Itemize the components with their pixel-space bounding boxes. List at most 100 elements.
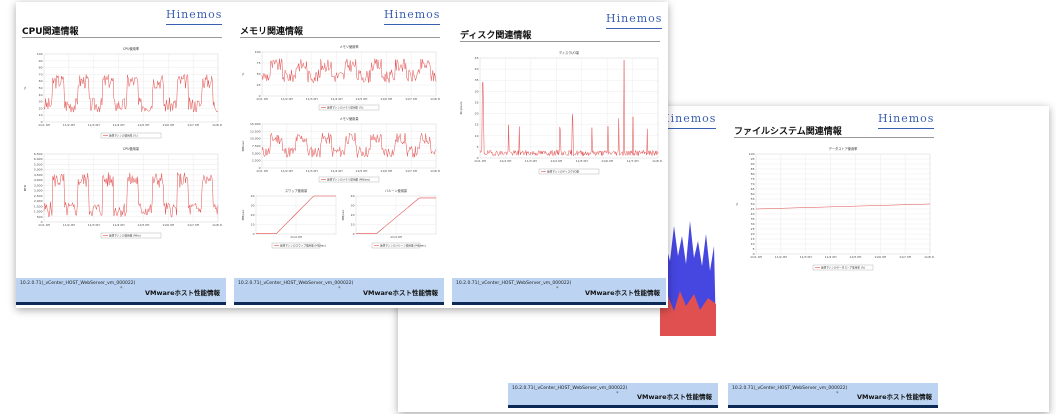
footer-report-title: VMwareホスト性能情報	[144, 289, 220, 297]
x-tick-label: 11/7 0H	[405, 97, 417, 101]
x-tick-label: 11/6 0H	[380, 97, 392, 101]
x-tick-label: 11/2 0H	[281, 169, 293, 173]
report-footer: 10.2.0.71(_vCenter_HOST_WebServer_vm_000…	[452, 278, 666, 305]
y-tick-label: 45	[475, 56, 479, 60]
y-tick-label: 35	[475, 78, 479, 82]
y-tick-label: 5,000	[34, 168, 43, 172]
y-tick-label: 2,000	[34, 199, 43, 203]
footer-host: 10.2.0.71(_vCenter_HOST_WebServer_vm_000…	[732, 386, 848, 391]
footer-report-title: VMwareホスト性能情報	[636, 393, 712, 401]
footer-host: 10.2.0.71(_vCenter_HOST_WebServer_vm_000…	[238, 281, 354, 286]
brand-logo: Hinemos	[660, 112, 717, 125]
y-tick-label: 0	[353, 232, 355, 236]
series-line	[755, 203, 931, 210]
chart-title: バルーン使用量	[385, 188, 408, 193]
memory-usage-amount-chart: メモリ使用量 0 2,500 5,000 7,500 10,000 12,500 15,000…	[241, 116, 440, 183]
footer-host: 10.2.0.71(_vCenter_HOST_WebServer_vm_000…	[20, 281, 136, 286]
y-tick-label: 40	[251, 194, 255, 198]
footer-report-title: VMwareホスト性能情報	[362, 289, 438, 297]
chart-title: CPU使用率	[123, 46, 140, 51]
x-tick-label: 11/1 0H	[38, 223, 50, 227]
balloon-usage-chart: バルーン使用量 0 10 20 30 40 11/4 0H MB/sec 仮想マシンのバルーン使…	[341, 188, 437, 249]
y-tick-label: 30	[751, 222, 755, 226]
y-tick-label: 50	[257, 72, 261, 76]
series-line	[261, 132, 437, 158]
y-axis-label: MB/sec	[241, 140, 245, 151]
y-tick-label: 10	[475, 134, 479, 138]
x-tick-label: 11/8 0H	[430, 169, 440, 173]
y-axis-label: MB/sec	[241, 209, 245, 220]
series-line	[479, 60, 659, 157]
y-tick-label: 5	[753, 247, 755, 251]
y-tick-label: 7,500	[252, 144, 261, 148]
y-axis-label: MHz	[23, 184, 27, 191]
x-tick-label: 11/4 0H	[331, 169, 343, 173]
x-tick-label: 11/7 0H	[187, 123, 199, 127]
y-tick-label: 80	[39, 66, 43, 70]
legend-entry: 仮想マシンのデータストア使用率 (%)	[821, 266, 865, 270]
y-tick-label: 25	[751, 227, 755, 231]
disk-io-chart: ディスクI/O量 0 5 10 15 20 25 30 35 40 45 11/1 0H 11/2 0H…	[459, 50, 662, 175]
page-title: ディスク関連情報	[460, 31, 532, 41]
x-tick-label: 11/6 0H	[601, 159, 613, 163]
footer-report-title: VMwareホスト性能情報	[584, 289, 660, 297]
x-tick-label: 11/5 0H	[849, 255, 861, 259]
legend-entry: 仮想マシンのメモリ使用量 (MB/sec)	[327, 178, 370, 182]
y-tick-label: 40	[475, 67, 479, 71]
back-page-left: Hinemos	[660, 106, 720, 412]
legend-entry: 仮想マシンのディスクI/O量	[547, 170, 579, 174]
footer-page-mark: *	[338, 286, 341, 292]
x-tick-label: 11/8 0H	[430, 97, 440, 101]
x-tick-label: 11/4 0H	[113, 123, 125, 127]
y-tick-label: 100	[255, 50, 261, 54]
x-tick-label: 11/8 0H	[924, 255, 934, 259]
x-tick-label: 11/1 0H	[750, 255, 762, 259]
y-tick-label: 5	[477, 145, 479, 149]
page-title: ファイルシステム関連情報	[734, 127, 842, 137]
y-tick-label: 30	[351, 204, 355, 208]
x-tick-label: 11/7 0H	[187, 223, 199, 227]
y-tick-label: 100	[749, 152, 755, 156]
page-title: CPU関連情報	[22, 27, 79, 37]
y-tick-label: 70	[39, 72, 43, 76]
x-tick-label: 11/4 0H	[290, 235, 302, 239]
x-tick-label: 11/1 0H	[256, 169, 268, 173]
y-tick-label: 90	[751, 162, 755, 166]
brand-logo: Hinemos	[166, 8, 223, 21]
x-tick-label: 11/5 0H	[137, 123, 149, 127]
footer-page-mark: *	[836, 391, 839, 397]
x-tick-label: 11/4 0H	[331, 97, 343, 101]
y-tick-label: 15	[751, 237, 755, 241]
x-tick-label: 11/3 0H	[306, 97, 318, 101]
y-tick-label: 6,500	[34, 152, 43, 156]
y-tick-label: 60	[39, 79, 43, 83]
chart-legend: 仮想マシンの使用量 (MHz)	[100, 232, 162, 239]
y-tick-label: 15,000	[250, 122, 261, 126]
x-tick-label: 11/3 0H	[88, 123, 100, 127]
x-tick-label: 11/3 0H	[88, 223, 100, 227]
x-tick-label: 11/2 0H	[281, 97, 293, 101]
y-tick-label: 75	[751, 177, 755, 181]
cpu-usage-rate-chart: CPU使用率 0 10 20 30 40 50 60 70 80 90 100 11/1 0H 11/2 …	[23, 46, 222, 139]
report-footer: 10.2.0.71(_vCenter_HOST_WebServer_vm_000…	[16, 278, 226, 305]
x-tick-label: 11/5 0H	[355, 97, 367, 101]
x-tick-label: 11/8 0H	[212, 123, 222, 127]
y-tick-label: 65	[751, 187, 755, 191]
x-tick-label: 11/3 0H	[525, 159, 537, 163]
x-tick-label: 11/3 0H	[306, 169, 318, 173]
y-tick-label: 10	[39, 113, 43, 117]
x-tick-label: 11/6 0H	[380, 169, 392, 173]
series-line	[43, 74, 219, 113]
network-area-chart	[660, 221, 716, 336]
y-tick-label: 0	[259, 166, 261, 170]
y-tick-label: 0	[753, 252, 755, 256]
x-tick-label: 11/8 0H	[212, 223, 222, 227]
y-tick-label: 30	[251, 204, 255, 208]
x-tick-label: 11/4 0H	[390, 235, 402, 239]
x-tick-label: 11/2 0H	[63, 223, 75, 227]
y-tick-label: 40	[751, 212, 755, 216]
legend-entry: 仮想マシンの使用率 (%)	[109, 134, 138, 138]
x-tick-label: 11/5 0H	[576, 159, 588, 163]
legend-entry: 仮想マシンのバルーン使用量 (MB/sec)	[380, 244, 426, 248]
chart-title: メモリ使用量	[339, 116, 359, 121]
